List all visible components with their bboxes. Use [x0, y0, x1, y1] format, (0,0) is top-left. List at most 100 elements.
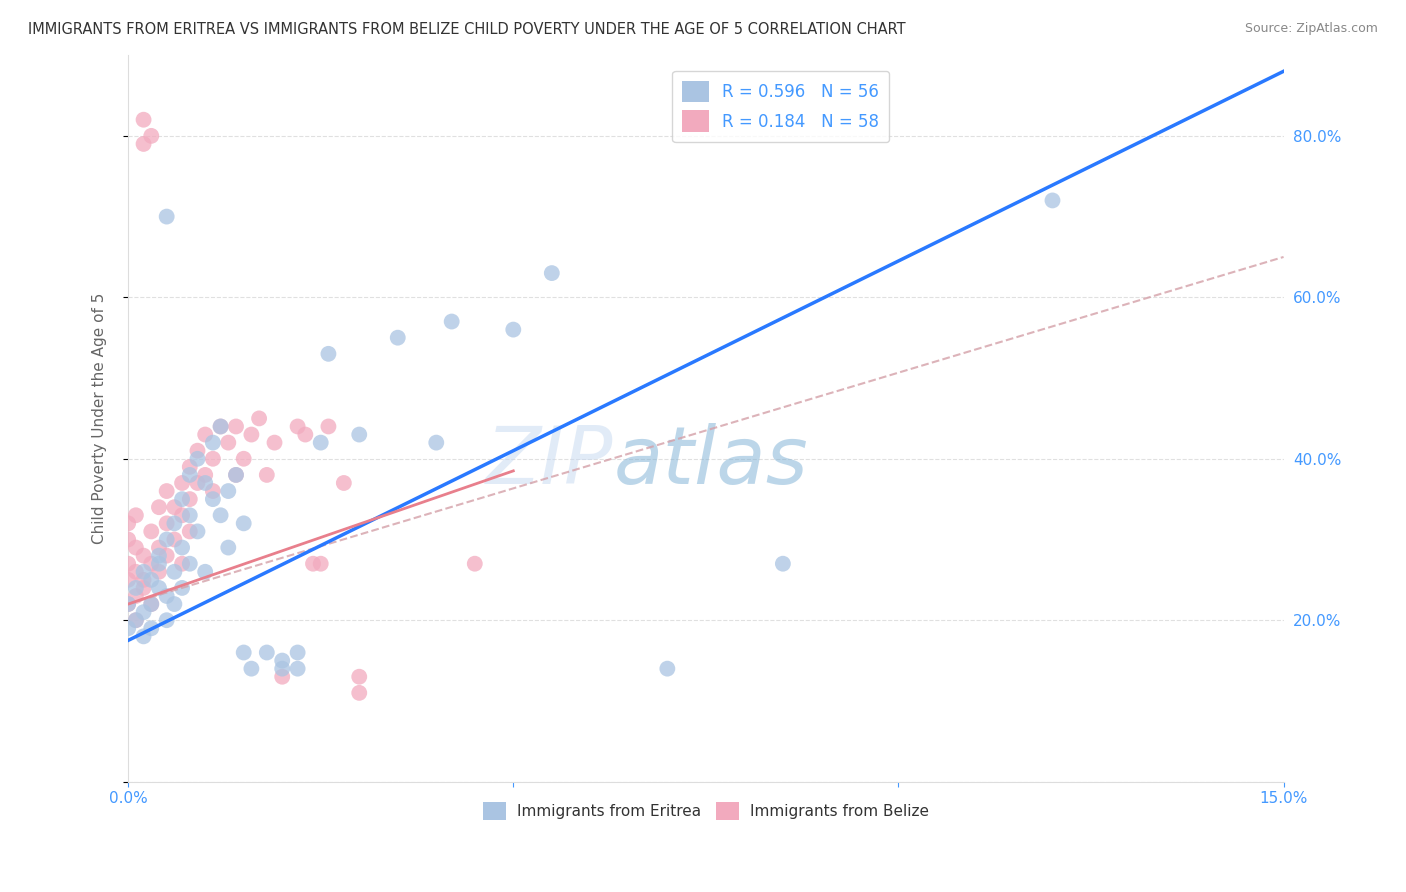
Point — [387, 331, 409, 345]
Point — [156, 533, 179, 547]
Point — [287, 419, 309, 434]
Point — [172, 492, 194, 507]
Point — [201, 451, 224, 466]
Point — [263, 435, 285, 450]
Point — [217, 484, 239, 499]
Point — [117, 516, 139, 531]
Point — [172, 581, 194, 595]
Point — [141, 621, 163, 635]
Point — [201, 492, 224, 507]
Point — [125, 541, 148, 555]
Legend: Immigrants from Eritrea, Immigrants from Belize: Immigrants from Eritrea, Immigrants from… — [477, 796, 935, 826]
Point — [148, 581, 170, 595]
Point — [287, 662, 309, 676]
Point — [318, 347, 340, 361]
Point — [132, 581, 155, 595]
Point — [349, 670, 371, 684]
Text: Source: ZipAtlas.com: Source: ZipAtlas.com — [1244, 22, 1378, 36]
Point — [117, 557, 139, 571]
Point — [232, 451, 254, 466]
Point — [186, 451, 208, 466]
Point — [117, 621, 139, 635]
Point — [201, 484, 224, 499]
Point — [163, 516, 186, 531]
Point — [309, 435, 332, 450]
Point — [125, 613, 148, 627]
Point — [209, 419, 232, 434]
Point — [294, 427, 316, 442]
Point — [464, 557, 486, 571]
Point — [156, 484, 179, 499]
Point — [125, 589, 148, 603]
Point — [163, 565, 186, 579]
Point — [232, 516, 254, 531]
Point — [141, 597, 163, 611]
Point — [141, 573, 163, 587]
Point — [148, 500, 170, 515]
Point — [209, 419, 232, 434]
Point — [156, 549, 179, 563]
Point — [225, 467, 247, 482]
Point — [440, 314, 463, 328]
Point — [240, 427, 263, 442]
Point — [657, 662, 679, 676]
Point — [132, 573, 155, 587]
Point — [302, 557, 325, 571]
Point — [194, 475, 217, 490]
Point — [179, 492, 201, 507]
Point — [318, 419, 340, 434]
Point — [117, 573, 139, 587]
Point — [117, 597, 139, 611]
Point — [502, 323, 524, 337]
Point — [132, 136, 155, 151]
Point — [125, 581, 148, 595]
Point — [117, 597, 139, 611]
Point — [201, 435, 224, 450]
Point — [540, 266, 562, 280]
Point — [156, 516, 179, 531]
Point — [172, 541, 194, 555]
Point — [772, 557, 794, 571]
Point — [179, 467, 201, 482]
Point — [194, 467, 217, 482]
Point — [271, 654, 294, 668]
Point — [179, 557, 201, 571]
Point — [125, 613, 148, 627]
Point — [349, 686, 371, 700]
Point — [186, 524, 208, 539]
Point — [209, 508, 232, 523]
Text: IMMIGRANTS FROM ERITREA VS IMMIGRANTS FROM BELIZE CHILD POVERTY UNDER THE AGE OF: IMMIGRANTS FROM ERITREA VS IMMIGRANTS FR… — [28, 22, 905, 37]
Point — [163, 597, 186, 611]
Point — [349, 427, 371, 442]
Point — [225, 419, 247, 434]
Point — [156, 210, 179, 224]
Point — [287, 646, 309, 660]
Point — [132, 565, 155, 579]
Point — [186, 443, 208, 458]
Point — [256, 467, 278, 482]
Point — [148, 565, 170, 579]
Point — [148, 541, 170, 555]
Point — [271, 662, 294, 676]
Point — [148, 549, 170, 563]
Point — [163, 533, 186, 547]
Point — [156, 613, 179, 627]
Point — [247, 411, 270, 425]
Point — [179, 459, 201, 474]
Point — [148, 557, 170, 571]
Y-axis label: Child Poverty Under the Age of 5: Child Poverty Under the Age of 5 — [93, 293, 107, 544]
Point — [271, 670, 294, 684]
Point — [172, 475, 194, 490]
Point — [132, 112, 155, 127]
Point — [333, 475, 356, 490]
Point — [232, 646, 254, 660]
Point — [172, 508, 194, 523]
Point — [309, 557, 332, 571]
Point — [186, 475, 208, 490]
Point — [256, 646, 278, 660]
Point — [125, 565, 148, 579]
Point — [194, 565, 217, 579]
Point — [179, 524, 201, 539]
Point — [179, 508, 201, 523]
Point — [225, 467, 247, 482]
